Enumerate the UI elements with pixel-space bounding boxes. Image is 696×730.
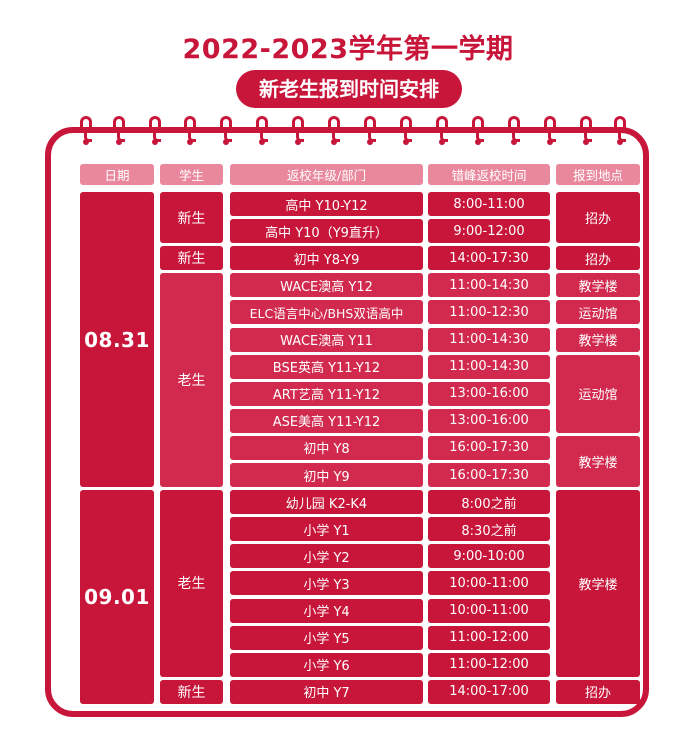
binder-ring	[328, 116, 340, 142]
time-cell: 11:00-12:30	[428, 300, 550, 325]
header-cell: 错峰返校时间	[428, 164, 550, 185]
student-cell: 老生	[160, 490, 223, 677]
time-cell: 10:00-11:00	[428, 571, 550, 596]
time-cell: 11:00-12:00	[428, 652, 550, 677]
grade-cell: 小学 Y1	[230, 517, 423, 542]
grade-cell: 初中 Y8	[230, 435, 423, 460]
location-cell: 招办	[556, 246, 640, 271]
time-cell: 11:00-14:30	[428, 327, 550, 352]
grade-cell: 初中 Y9	[230, 463, 423, 488]
binder-ring	[544, 116, 556, 142]
binder-ring	[184, 116, 196, 142]
student-cell: 新生	[160, 192, 223, 244]
time-cell: 14:00-17:30	[428, 246, 550, 271]
binder-hole	[223, 139, 229, 145]
location-cell: 招办	[556, 679, 640, 704]
binder-hole	[367, 139, 373, 145]
binder-ring	[580, 116, 592, 142]
time-cell: 8:00-11:00	[428, 192, 550, 217]
binder-ring	[508, 116, 520, 142]
grade-cell: 小学 Y5	[230, 625, 423, 650]
binder-hole	[295, 139, 301, 145]
binder-ring	[472, 116, 484, 142]
grade-cell: 高中 Y10-Y12	[230, 192, 423, 217]
time-cell: 11:00-12:00	[428, 625, 550, 650]
time-cell: 10:00-11:00	[428, 598, 550, 623]
binder-ring	[614, 116, 626, 142]
binder-hole	[116, 139, 122, 145]
binder-hole	[83, 139, 89, 145]
grade-cell: 初中 Y8-Y9	[230, 246, 423, 271]
time-cell: 13:00-16:00	[428, 408, 550, 433]
location-cell: 招办	[556, 192, 640, 244]
binder-hole	[511, 139, 517, 145]
time-cell: 9:00-10:00	[428, 544, 550, 569]
grade-cell: ART艺高 Y11-Y12	[230, 381, 423, 406]
binder-ring	[113, 116, 125, 142]
binder-hole	[403, 139, 409, 145]
grade-cell: BSE英高 Y11-Y12	[230, 354, 423, 379]
page-title: 2022-2023学年第一学期	[182, 34, 514, 65]
binder-ring	[400, 116, 412, 142]
grade-cell: 初中 Y7	[230, 679, 423, 704]
time-cell: 13:00-16:00	[428, 381, 550, 406]
location-cell: 运动馆	[556, 300, 640, 325]
grade-cell: 小学 Y6	[230, 652, 423, 677]
binder-hole	[583, 139, 589, 145]
binder-ring	[220, 116, 232, 142]
binder-ring	[364, 116, 376, 142]
grade-cell: 高中 Y10（Y9直升）	[230, 219, 423, 244]
binder-ring	[149, 116, 161, 142]
header-cell: 报到地点	[556, 164, 640, 185]
student-cell: 新生	[160, 679, 223, 704]
time-cell: 16:00-17:30	[428, 435, 550, 460]
location-cell: 运动馆	[556, 354, 640, 433]
time-cell: 8:00之前	[428, 490, 550, 515]
header-cell: 学生	[160, 164, 223, 185]
binder-hole	[617, 139, 623, 145]
grade-cell: 幼儿园 K2-K4	[230, 490, 423, 515]
binder-hole	[547, 139, 553, 145]
header-cell: 日期	[80, 164, 154, 185]
binder-ring	[256, 116, 268, 142]
grade-cell: WACE澳高 Y12	[230, 273, 423, 298]
binder-hole	[331, 139, 337, 145]
location-cell: 教学楼	[556, 435, 640, 488]
grade-cell: 小学 Y2	[230, 544, 423, 569]
grade-cell: ELC语言中心/BHS双语高中	[230, 300, 423, 325]
date-cell: 09.01	[80, 490, 154, 704]
subtitle-badge: 新老生报到时间安排	[236, 70, 462, 108]
binder-hole	[475, 139, 481, 145]
binder-ring	[80, 116, 92, 142]
student-cell: 老生	[160, 273, 223, 488]
location-cell: 教学楼	[556, 490, 640, 677]
location-cell: 教学楼	[556, 273, 640, 298]
binder-ring	[292, 116, 304, 142]
binder-ring	[436, 116, 448, 142]
grade-cell: 小学 Y4	[230, 598, 423, 623]
binder-hole	[187, 139, 193, 145]
grade-cell: 小学 Y3	[230, 571, 423, 596]
header-cell: 返校年级/部门	[230, 164, 423, 185]
binder-hole	[439, 139, 445, 145]
grade-cell: WACE澳高 Y11	[230, 327, 423, 352]
student-cell: 新生	[160, 246, 223, 271]
time-cell: 16:00-17:30	[428, 463, 550, 488]
time-cell: 14:00-17:00	[428, 679, 550, 704]
time-cell: 11:00-14:30	[428, 354, 550, 379]
grade-cell: ASE美高 Y11-Y12	[230, 408, 423, 433]
date-cell: 08.31	[80, 192, 154, 488]
binder-hole	[152, 139, 158, 145]
binder-hole	[259, 139, 265, 145]
time-cell: 9:00-12:00	[428, 219, 550, 244]
location-cell: 教学楼	[556, 327, 640, 352]
time-cell: 8:30之前	[428, 517, 550, 542]
time-cell: 11:00-14:30	[428, 273, 550, 298]
